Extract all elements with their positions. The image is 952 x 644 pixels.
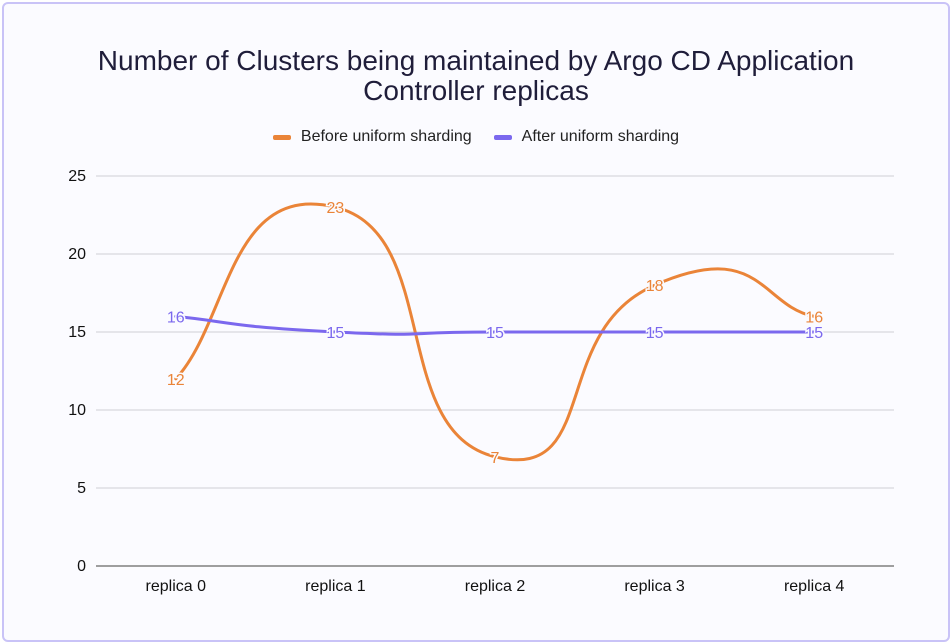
- y-tick-label-10: 10: [68, 402, 86, 419]
- data-label-0-2: 7: [491, 450, 500, 467]
- legend-swatch-after: [493, 134, 512, 140]
- data-label-0-0: 12: [167, 372, 185, 389]
- data-label-1-2: 15: [486, 325, 504, 342]
- data-label-1-0: 16: [167, 309, 185, 326]
- series-line-0: [174, 202, 816, 462]
- x-tick-label-1: replica 1: [305, 578, 366, 595]
- legend-label-before: Before uniform sharding: [300, 128, 472, 145]
- x-tick-label-2: replica 2: [465, 578, 526, 595]
- y-tick-label-0: 0: [77, 558, 86, 575]
- legend-item-before[interactable]: Before uniform sharding: [272, 128, 472, 146]
- chart-title-line-1: Number of Clusters being maintained by A…: [97, 45, 855, 76]
- x-tick-label-0: replica 0: [146, 578, 207, 595]
- chart-legend: Before uniform sharding After uniform sh…: [0, 128, 952, 146]
- legend-swatch-before: [272, 134, 291, 140]
- y-tick-label-5: 5: [77, 480, 86, 497]
- y-tick-label-20: 20: [68, 246, 86, 263]
- data-label-1-1: 15: [327, 325, 345, 342]
- series-line-1: [174, 314, 816, 336]
- data-label-0-3: 18: [646, 278, 664, 295]
- chart-title-line-2: Controller replicas: [363, 75, 589, 106]
- data-label-1-3: 15: [646, 325, 664, 342]
- y-tick-label-25: 25: [68, 168, 86, 185]
- chart-title: Number of Clusters being maintained by A…: [0, 46, 952, 106]
- x-tick-label-4: replica 4: [784, 578, 845, 595]
- data-label-0-4: 16: [805, 309, 823, 326]
- legend-item-after[interactable]: After uniform sharding: [493, 128, 680, 146]
- legend-label-after: After uniform sharding: [521, 128, 680, 145]
- x-tick-label-3: replica 3: [624, 578, 685, 595]
- y-tick-label-15: 15: [68, 324, 86, 341]
- data-label-1-4: 15: [805, 325, 823, 342]
- data-label-0-1: 23: [327, 200, 345, 217]
